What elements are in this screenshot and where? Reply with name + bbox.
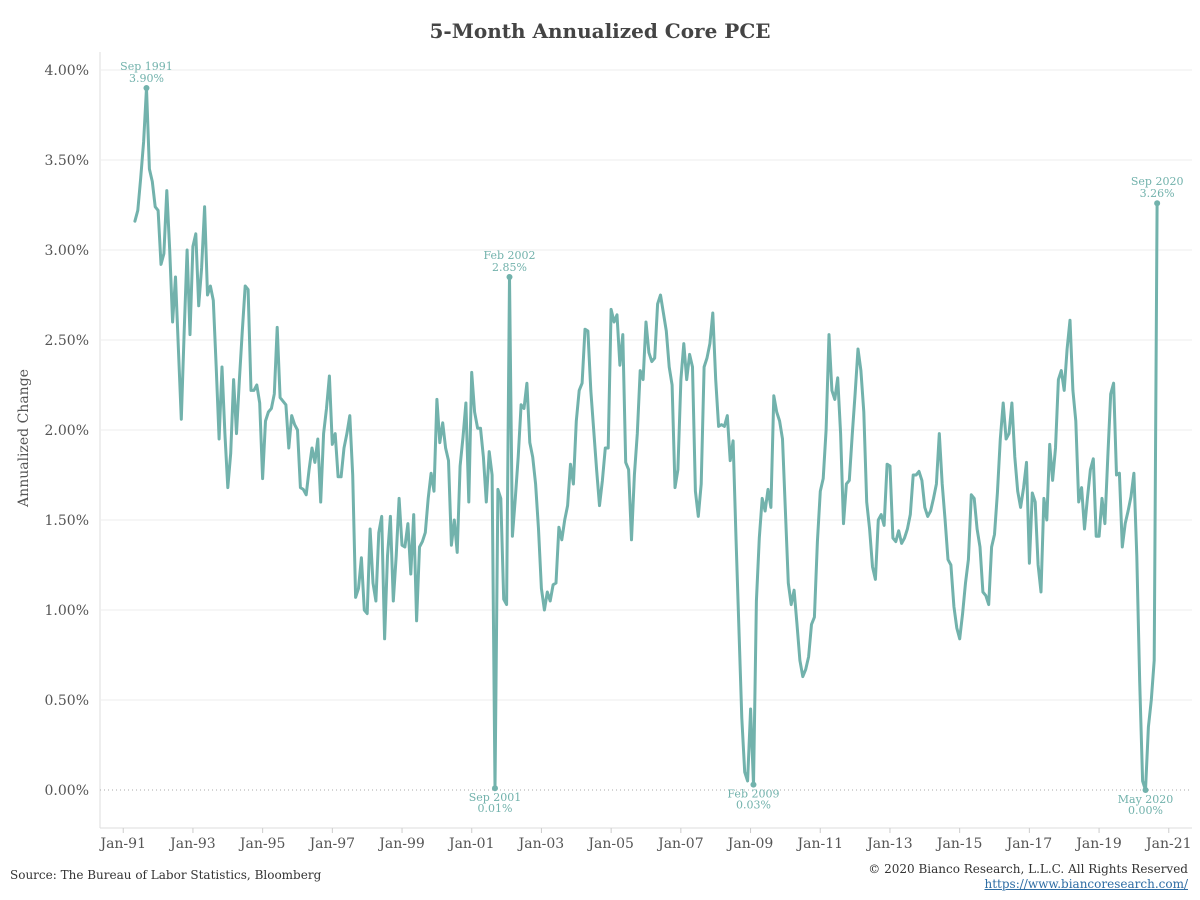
annotation-marker (1154, 200, 1161, 207)
x-tick-label: Jan-13 (865, 836, 913, 852)
annotation-date: Feb 2009 (727, 788, 779, 801)
x-tick-label: Jan-05 (586, 836, 634, 852)
x-tick-label: Jan-91 (98, 836, 146, 852)
x-tick-label: Jan-17 (1005, 836, 1053, 852)
annotation-value: 3.26% (1140, 187, 1175, 200)
annotation-value: 0.01% (478, 802, 513, 815)
y-tick-label: 2.00% (45, 423, 89, 439)
x-tick-label: Jan-01 (447, 836, 495, 852)
x-tick-label: Jan-21 (1144, 836, 1192, 852)
annotation-value: 3.90% (129, 72, 164, 85)
series-line (133, 86, 1159, 792)
annotation-date: Sep 2020 (1131, 175, 1184, 188)
y-tick-label: 0.50% (45, 693, 89, 709)
annotation-value: 2.85% (492, 261, 527, 274)
x-tick-label: Jan-11 (795, 836, 843, 852)
annotation-marker (143, 85, 150, 91)
x-tick-label: Jan-99 (377, 836, 425, 852)
annotation-marker (750, 781, 757, 788)
y-tick-label: 1.00% (45, 603, 89, 619)
source-note: Source: The Bureau of Labor Statistics, … (10, 868, 322, 882)
annotation-value: 0.00% (1128, 804, 1163, 817)
y-tick-label: 3.50% (45, 153, 89, 169)
annotation-date: Sep 1991 (120, 60, 173, 73)
x-tick-label: Jan-95 (238, 836, 286, 852)
y-tick-label: 3.00% (45, 243, 89, 259)
chart-title: 5-Month Annualized Core PCE (430, 19, 771, 43)
y-tick-label: 1.50% (45, 513, 89, 529)
y-tick-label: 0.00% (45, 783, 89, 799)
copyright-text: © 2020 Bianco Research, L.L.C. All Right… (868, 862, 1188, 876)
x-tick-label: Jan-09 (726, 836, 774, 852)
annotation-marker (1142, 787, 1149, 793)
copyright-block: © 2020 Bianco Research, L.L.C. All Right… (868, 862, 1188, 892)
x-tick-label: Jan-03 (517, 836, 565, 852)
annotation-marker (491, 785, 498, 792)
annotation-marker (506, 274, 513, 280)
website-link[interactable]: https://www.biancoresearch.com/ (984, 877, 1188, 891)
x-tick-label: Jan-07 (656, 836, 704, 852)
y-axis-label: Annualized Change (16, 369, 32, 508)
y-tick-label: 4.00% (45, 63, 89, 79)
annotation-date: Sep 2001 (469, 791, 522, 804)
y-tick-label: 2.50% (45, 333, 89, 349)
x-tick-label: Jan-97 (308, 836, 356, 852)
x-tick-label: Jan-19 (1074, 836, 1122, 852)
annotation-value: 0.03% (736, 799, 771, 812)
gridlines (99, 52, 1192, 829)
annotation-date: May 2020 (1118, 793, 1174, 806)
y-axis-ticks: 0.00% 0.50% 1.00% 1.50% 2.00% 2.50% 3.00% 3.50%… (45, 63, 89, 799)
annotation-date: Feb 2002 (483, 249, 535, 262)
x-tick-label: Jan-93 (168, 836, 216, 852)
x-axis-ticks: Jan-91 Jan-93 Jan-95 Jan-97 Jan-99 Jan-01 Jan-… (98, 828, 1192, 852)
x-tick-label: Jan-15 (935, 836, 983, 852)
